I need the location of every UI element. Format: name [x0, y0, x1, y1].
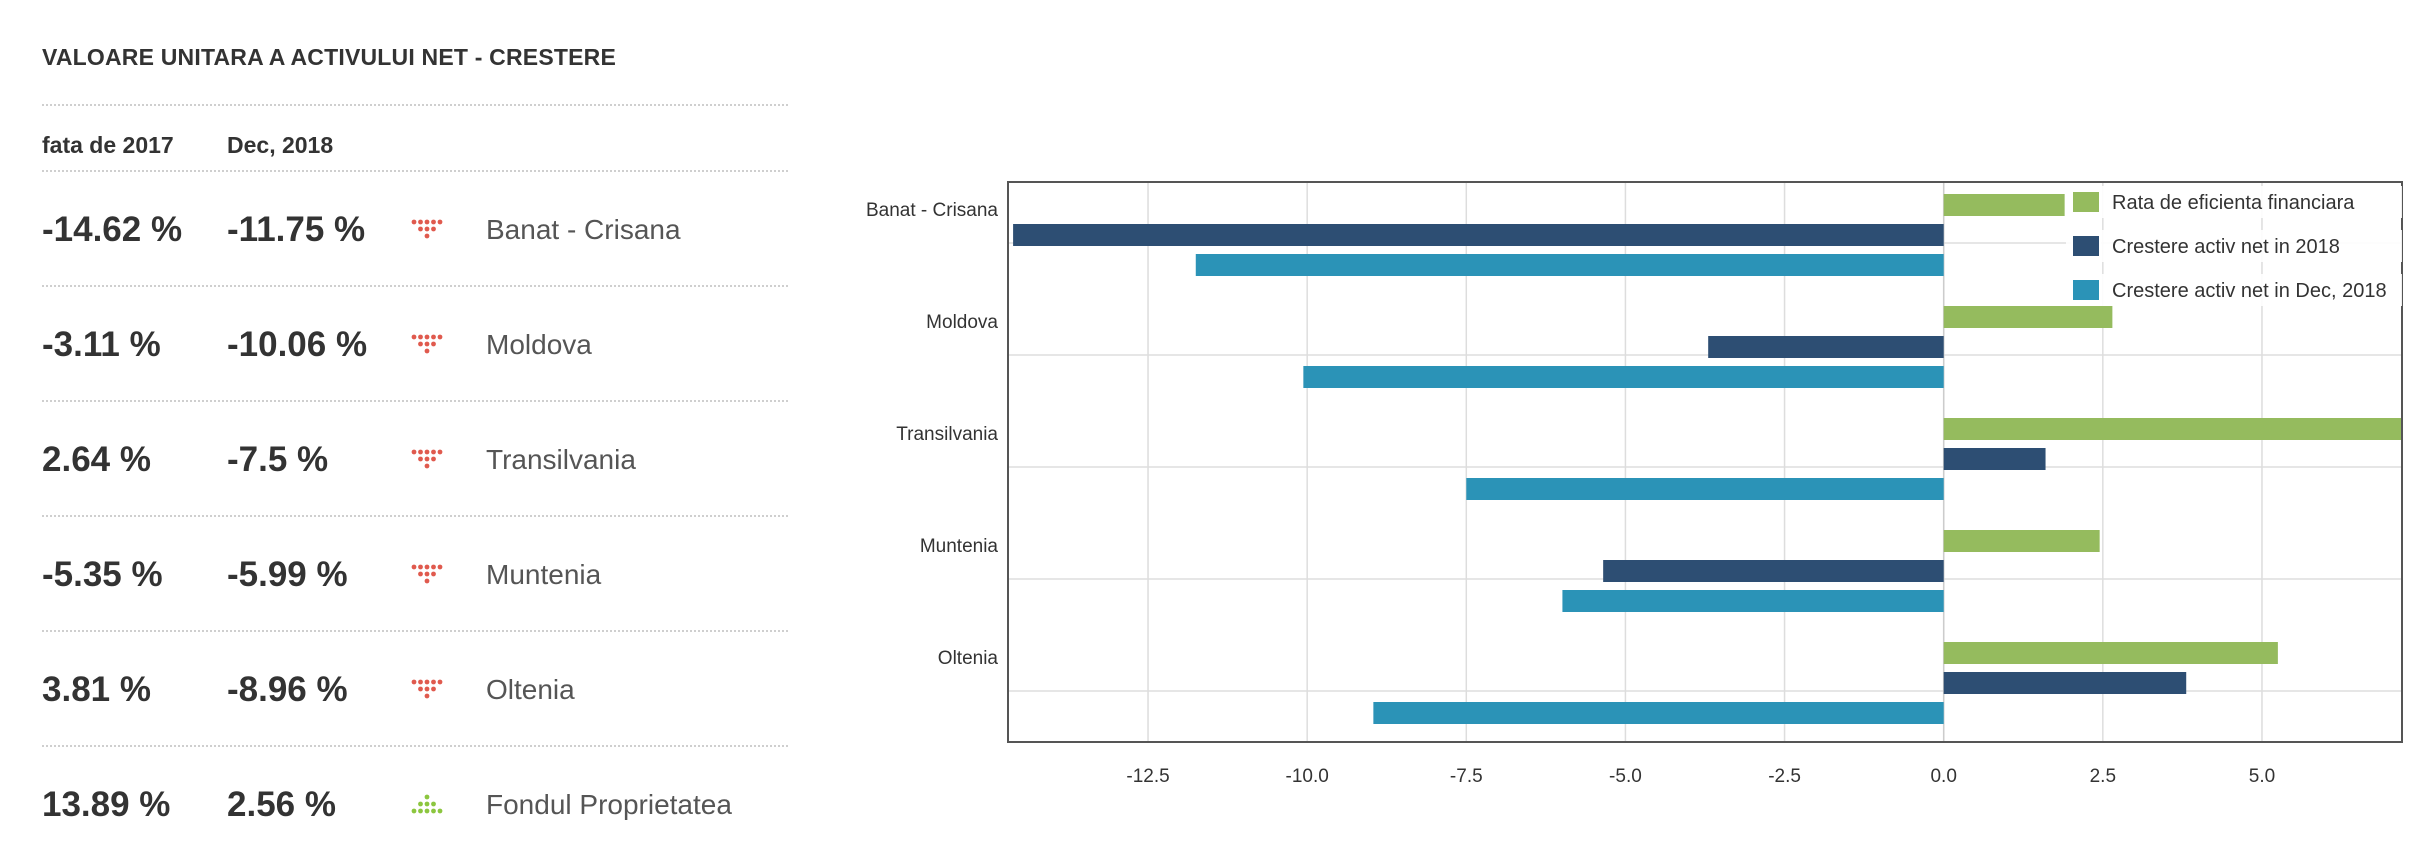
legend-swatch — [2071, 190, 2101, 214]
trend-up-icon — [411, 794, 443, 814]
bar-crestere-2018[interactable] — [1708, 336, 1944, 358]
legend-label: Rata de eficienta financiara — [2112, 192, 2355, 214]
x-tick-label: -10.0 — [1286, 766, 1329, 787]
region-name: Fondul Proprietatea — [486, 789, 732, 820]
divider — [42, 104, 788, 106]
row-divider — [42, 515, 788, 517]
chart-legend[interactable]: Rata de eficienta financiara Crestere act… — [2066, 186, 2402, 306]
value-dec-2018: -11.75 % — [227, 210, 366, 249]
column-header-vs-2017: fata de 2017 — [42, 132, 174, 158]
trend-down-icon — [411, 564, 443, 584]
x-tick-label: 5.0 — [2249, 766, 2275, 787]
x-tick-label: -2.5 — [1768, 766, 1801, 787]
legend-swatch — [2071, 234, 2101, 258]
row-divider — [42, 170, 788, 172]
bar-crestere-2018[interactable] — [1943, 448, 2046, 470]
trend-down-icon — [411, 219, 443, 239]
bar-rata-eficienta[interactable] — [1943, 194, 2065, 216]
table-row: 3.81 % -8.96 % Oltenia — [42, 632, 788, 747]
region-name: Muntenia — [486, 559, 602, 590]
bar-crestere-dec-2018[interactable] — [1303, 366, 1944, 388]
x-tick-label: -5.0 — [1609, 766, 1642, 787]
legend-label: Crestere activ net in 2018 — [2112, 236, 2340, 258]
row-divider — [42, 630, 788, 632]
plot-frame — [1007, 181, 2403, 743]
bar-crestere-dec-2018[interactable] — [1195, 254, 1944, 276]
value-dec-2018: -5.99 % — [227, 555, 348, 594]
table-row: -5.35 % -5.99 % Muntenia — [42, 517, 788, 632]
legend-label: Crestere activ net in Dec, 2018 — [2112, 280, 2387, 302]
category-labels: Banat - Crisana Moldova Transilvania Munten… — [866, 200, 998, 669]
legend-item[interactable]: Crestere activ net in 2018 — [2066, 230, 2402, 262]
region-name: Moldova — [486, 329, 592, 360]
bar-crestere-2018[interactable] — [1603, 560, 1944, 582]
growth-bar-chart: Banat - Crisana Moldova Transilvania Munten… — [820, 160, 2422, 800]
table-row: -3.11 % -10.06 % Moldova — [42, 287, 788, 402]
table-row: -14.62 % -11.75 % Banat - Crisana — [42, 172, 788, 287]
row-divider — [42, 285, 788, 287]
legend-item[interactable]: Rata de eficienta financiara — [2066, 186, 2402, 218]
value-dec-2018: -8.96 % — [227, 670, 348, 709]
category-label: Muntenia — [920, 536, 999, 557]
bar-crestere-dec-2018[interactable] — [1466, 478, 1944, 500]
bar-crestere-2018[interactable] — [1943, 672, 2187, 694]
x-tick-label: 0.0 — [1930, 766, 1956, 787]
value-vs-2017: 3.81 % — [42, 670, 151, 709]
category-label: Oltenia — [938, 648, 999, 669]
row-divider — [42, 400, 788, 402]
x-tick-label: -12.5 — [1126, 766, 1169, 787]
row-divider — [42, 745, 788, 747]
legend-item[interactable]: Crestere activ net in Dec, 2018 — [2066, 274, 2402, 306]
bar-rata-eficienta[interactable] — [1943, 306, 2113, 328]
bar-crestere-dec-2018[interactable] — [1562, 590, 1944, 612]
value-vs-2017: 13.89 % — [42, 785, 171, 824]
value-dec-2018: 2.56 % — [227, 785, 336, 824]
bar-rata-eficienta[interactable] — [1943, 530, 2100, 552]
chart-bars — [1013, 194, 2402, 724]
x-axis-ticks: -12.5 -10.0 -7.5 -5.0 -2.5 0.0 2.5 5.0 — [1126, 766, 2275, 787]
value-vs-2017: -3.11 % — [42, 325, 161, 364]
trend-down-icon — [411, 449, 443, 469]
table-row: 13.89 % 2.56 % Fondul Proprietatea — [42, 747, 788, 862]
x-tick-label: 2.5 — [2090, 766, 2116, 787]
region-name: Banat - Crisana — [486, 214, 681, 245]
nav-growth-panel: VALOARE UNITARA A ACTIVULUI NET - CRESTE… — [42, 0, 788, 860]
bar-crestere-2018[interactable] — [1013, 224, 1944, 246]
trend-down-icon — [411, 679, 443, 699]
column-header-dec-2018: Dec, 2018 — [227, 132, 334, 158]
region-name: Oltenia — [486, 674, 575, 705]
panel-title: VALOARE UNITARA A ACTIVULUI NET - CRESTE… — [42, 44, 617, 70]
value-vs-2017: -14.62 % — [42, 210, 183, 249]
category-label: Moldova — [926, 312, 998, 333]
bar-rata-eficienta[interactable] — [1943, 418, 2402, 440]
value-dec-2018: -7.5 % — [227, 440, 329, 479]
value-vs-2017: -5.35 % — [42, 555, 163, 594]
value-vs-2017: 2.64 % — [42, 440, 151, 479]
trend-down-icon — [411, 334, 443, 354]
value-dec-2018: -10.06 % — [227, 325, 368, 364]
chart-svg: Banat - Crisana Moldova Transilvania Munten… — [866, 181, 2403, 787]
x-tick-label: -7.5 — [1450, 766, 1483, 787]
category-label: Banat - Crisana — [866, 200, 998, 221]
region-name: Transilvania — [486, 444, 636, 475]
bar-crestere-dec-2018[interactable] — [1373, 702, 1944, 724]
bar-rata-eficienta[interactable] — [1943, 642, 2278, 664]
table-row: 2.64 % -7.5 % Transilvania — [42, 402, 788, 517]
legend-swatch — [2071, 278, 2101, 302]
category-label: Transilvania — [896, 424, 998, 445]
